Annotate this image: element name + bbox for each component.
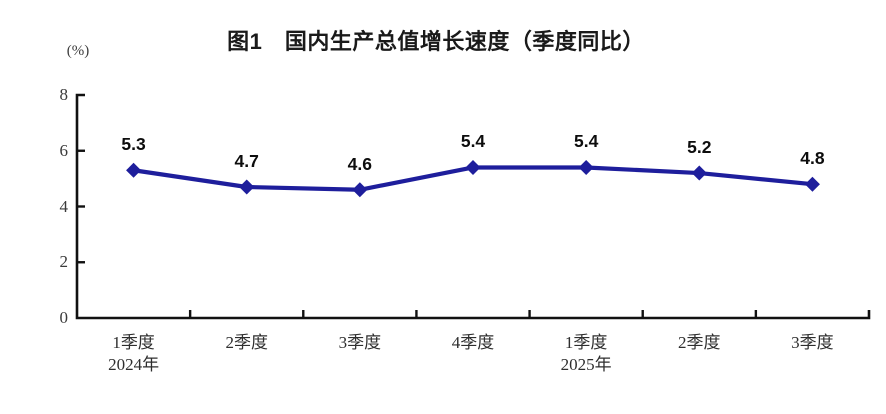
data-point-label: 5.4 [460, 131, 486, 152]
data-point-label: 5.4 [573, 131, 599, 152]
data-point-marker [804, 176, 820, 192]
y-axis-tick-label: 6 [59, 140, 69, 160]
x-axis-year-label: 2024年 [108, 355, 160, 374]
axis-frame [75, 93, 871, 320]
y-axis-tick-label: 2 [59, 252, 69, 272]
x-axis-year-label: 2025年 [560, 355, 612, 374]
data-point-label: 4.6 [347, 153, 373, 174]
x-axis-category-label: 2季度 [225, 333, 268, 352]
data-point-marker [126, 162, 142, 178]
data-point-marker [465, 159, 481, 175]
x-axis-category-label: 2季度 [678, 333, 721, 352]
data-point-label: 4.8 [800, 148, 825, 169]
data-point-label: 4.7 [234, 150, 259, 171]
x-axis-category-label: 3季度 [791, 333, 834, 352]
y-axis-tick-label: 4 [59, 196, 69, 216]
y-axis-tick-label: 0 [59, 308, 69, 328]
x-axis-category-label: 4季度 [451, 333, 495, 352]
data-point-marker [691, 165, 707, 181]
y-axis-tick-label: 8 [59, 85, 69, 105]
x-axis-category-label: 3季度 [338, 333, 382, 352]
x-axis-category-label: 1季度 [564, 333, 608, 352]
x-axis-category-label: 1季度 [112, 333, 155, 352]
data-point-marker [239, 179, 255, 195]
y-axis-unit-label: (%) [66, 43, 90, 59]
data-point-label: 5.2 [687, 136, 712, 157]
data-point-marker [578, 159, 594, 175]
chart-title: 图1 国内生产总值增长速度（季度同比） [227, 29, 645, 54]
data-point-label: 5.3 [121, 134, 146, 155]
data-point-marker [352, 182, 368, 198]
